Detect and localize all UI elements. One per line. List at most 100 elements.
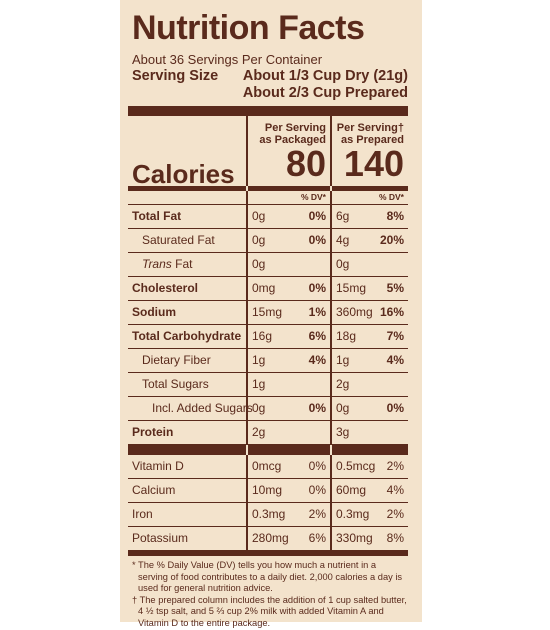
packaged-header-line2: as Packaged	[259, 134, 326, 146]
amount: 0g	[252, 209, 266, 223]
daily-value: 0%	[308, 401, 326, 415]
vitamin-packaged: 280mg 6%	[246, 527, 330, 550]
amount: 0.5mcg	[336, 459, 376, 473]
nutrient-prepared: 18g 7%	[330, 325, 408, 348]
daily-value: 0%	[308, 483, 326, 497]
nutrient-row: Total Fat 0g 0% 6g 8%	[128, 205, 408, 229]
nutrient-row: Sodium 15mg 1% 360mg 16%	[128, 301, 408, 325]
vitamin-rows: Vitamin D 0mcg 0% 0.5mcg 2% Calcium 10mg 0% 60mg…	[128, 455, 408, 551]
nutrient-row: Saturated Fat 0g 0% 4g 20%	[128, 229, 408, 253]
nutrient-prepared: 360mg 16%	[330, 301, 408, 324]
servings-per-container: About 36 Servings Per Container	[132, 52, 323, 67]
footnotes: * The % Daily Value (DV) tells you how m…	[128, 556, 408, 630]
nutrient-packaged: 0mg 0%	[246, 277, 330, 300]
amount: 18g	[336, 329, 357, 343]
amount: 1g	[252, 353, 266, 367]
dv-header-packaged: % DV*	[246, 191, 330, 204]
nutrient-name: Incl. Added Sugars	[152, 401, 253, 415]
daily-value: 4%	[386, 483, 404, 497]
nutrient-name: Cholesterol	[132, 281, 199, 295]
amount: 0.3mg	[252, 507, 286, 521]
amount: 6g	[336, 209, 350, 223]
vitamin-name: Potassium	[132, 531, 189, 545]
daily-value: 6%	[308, 329, 326, 343]
column-headers: Per Serving as Packaged Per Serving† as …	[128, 116, 408, 146]
daily-value: 2%	[386, 507, 404, 521]
footnote-prepared: † The prepared column includes the addit…	[132, 594, 407, 628]
amount: 16g	[252, 329, 273, 343]
nutrition-label: Nutrition Facts About 36 Servings Per Co…	[128, 8, 408, 630]
nutrient-packaged: 15mg 1%	[246, 301, 330, 324]
daily-value: 20%	[379, 233, 404, 247]
packaged-column-header: Per Serving as Packaged	[246, 116, 330, 146]
serving-size-prepared: About 2/3 Cup Prepared	[242, 85, 408, 101]
vitamin-row: Iron 0.3mg 2% 0.3mg 2%	[128, 503, 408, 527]
nutrient-prepared: 3g	[330, 421, 408, 444]
label-background	[120, 0, 422, 622]
daily-value: 0%	[308, 209, 326, 223]
nutrient-packaged: 0g	[246, 253, 330, 276]
vitamin-packaged: 0.3mg 2%	[246, 503, 330, 526]
prepared-column-header: Per Serving† as Prepared	[330, 116, 408, 146]
daily-value: 0%	[308, 233, 326, 247]
daily-value: 5%	[386, 281, 404, 295]
divider-calories	[128, 186, 246, 191]
prepared-header-line2: as Prepared	[341, 134, 404, 146]
vitamin-packaged: 10mg 0%	[246, 479, 330, 502]
daily-value: 4%	[308, 353, 326, 367]
daily-value: 4%	[386, 353, 404, 367]
amount: 280mg	[252, 531, 289, 545]
footnote-dv: * The % Daily Value (DV) tells you how m…	[132, 560, 403, 594]
nutrient-row: Cholesterol 0mg 0% 15mg 5%	[128, 277, 408, 301]
amount: 10mg	[252, 483, 283, 497]
vitamin-prepared: 60mg 4%	[330, 479, 408, 502]
amount: 15mg	[252, 305, 283, 319]
packaged-header-line1: Per Serving	[264, 122, 326, 134]
nutrient-name: Protein	[132, 425, 174, 439]
daily-value: 2%	[386, 459, 404, 473]
serving-size-label: Serving Size	[132, 68, 219, 84]
nutrient-packaged: 0g 0%	[246, 229, 330, 252]
serving-size-dry: About 1/3 Cup Dry (21g)	[242, 68, 408, 84]
nutrient-prepared: 6g 8%	[330, 205, 408, 228]
amount: 60mg	[336, 483, 367, 497]
vitamin-row: Calcium 10mg 0% 60mg 4%	[128, 479, 408, 503]
amount: 0g	[252, 401, 266, 415]
nutrient-name: Trans Fat	[142, 257, 193, 271]
amount: 2g	[252, 425, 266, 439]
calories-packaged: 80	[246, 146, 330, 186]
vitamin-prepared: 0.3mg 2%	[330, 503, 408, 526]
nutrient-packaged: 16g 6%	[246, 325, 330, 348]
amount: 360mg	[336, 305, 373, 319]
vitamin-row: Vitamin D 0mcg 0% 0.5mcg 2%	[128, 455, 408, 479]
serving-size-values: About 1/3 Cup Dry (21g) About 2/3 Cup Pr…	[243, 68, 408, 102]
daily-value: 8%	[386, 209, 404, 223]
daily-value: 0%	[308, 281, 326, 295]
label-title: Nutrition Facts	[132, 9, 365, 47]
amount: 0g	[252, 257, 266, 271]
nutrient-row: Total Sugars 1g 2g	[128, 373, 408, 397]
nutrient-name: Total Sugars	[142, 377, 209, 391]
nutrient-row: Incl. Added Sugars 0g 0% 0g 0%	[128, 397, 408, 421]
daily-value: 6%	[308, 531, 326, 545]
nutrient-packaged: 0g 0%	[246, 397, 330, 420]
nutrient-rows: Total Fat 0g 0% 6g 8% Saturated Fat 0g 0% 4g 20% T…	[128, 205, 408, 445]
vitamin-prepared: 330mg 8%	[330, 527, 408, 550]
nutrient-prepared: 15mg 5%	[330, 277, 408, 300]
nutrient-prepared: 0g 0%	[330, 397, 408, 420]
vitamin-prepared: 0.5mcg 2%	[330, 455, 408, 478]
nutrient-prepared: 1g 4%	[330, 349, 408, 372]
nutrient-row: Trans Fat 0g 0g	[128, 253, 408, 277]
daily-value: 1%	[308, 305, 326, 319]
vitamin-row: Potassium 280mg 6% 330mg 8%	[128, 527, 408, 551]
calories-row: Calories 80 140	[128, 146, 408, 190]
nutrient-row: Total Carbohydrate 16g 6% 18g 7%	[128, 325, 408, 349]
amount: 1g	[336, 353, 350, 367]
amount: 0mcg	[252, 459, 282, 473]
divider-footnotes	[128, 551, 408, 556]
calories-prepared: 140	[330, 146, 408, 186]
nutrient-prepared: 2g	[330, 373, 408, 396]
amount: 0mg	[252, 281, 276, 295]
amount: 3g	[336, 425, 350, 439]
vitamin-name: Vitamin D	[132, 459, 184, 473]
